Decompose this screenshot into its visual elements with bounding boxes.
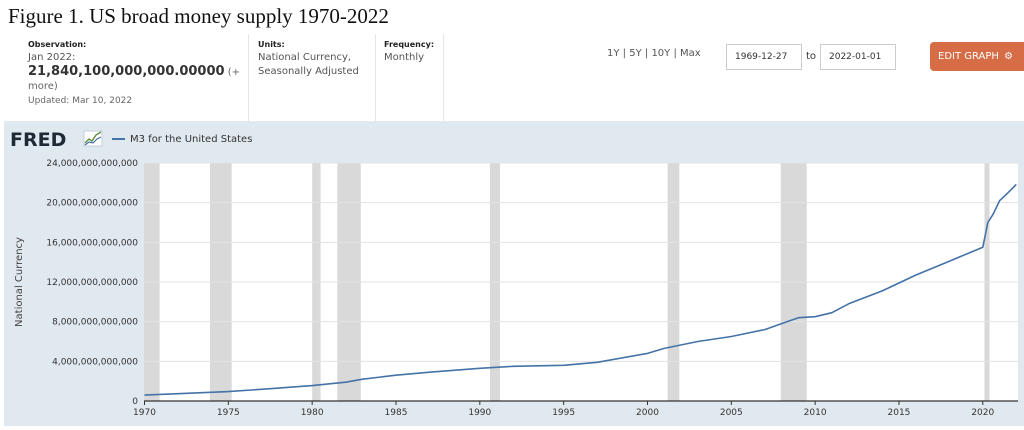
- observation-more-link[interactable]: (+ more): [28, 67, 241, 92]
- y-tick-label: 4,000,000,000,000: [52, 357, 138, 367]
- y-tick-label: 20,000,000,000,000: [46, 199, 138, 209]
- y-axis-title: National Currency: [14, 237, 25, 327]
- x-tick-label: 1970: [133, 408, 156, 418]
- units-value: National Currency, Seasonally Adjusted: [258, 52, 359, 77]
- x-tick-label: 1990: [468, 408, 491, 418]
- series-layer: [144, 183, 1017, 396]
- legend: M3 for the United States: [112, 134, 252, 145]
- y-axis: 0 4,000,000,000,000 8,000,000,000,000 12,00…: [46, 159, 138, 407]
- to-label: to: [806, 51, 817, 62]
- y-tick-label: 8,000,000,000,000: [52, 318, 138, 328]
- frequency-value: Monthly: [384, 52, 425, 63]
- frequency-block: Frequency: Monthly: [384, 40, 444, 65]
- updated-date: Updated: Mar 10, 2022: [28, 96, 133, 106]
- y-tick-label: 24,000,000,000,000: [46, 159, 138, 169]
- x-axis: 1970 1975 1980 1985 1990 1995 2000 2005 2010 2015…: [133, 401, 995, 418]
- units-block: Units: National Currency, Seasonally Adj…: [258, 40, 370, 79]
- x-tick-label: 2010: [804, 408, 827, 418]
- series-info-panel: Observation: Jan 2022: 21,840,100,000,00…: [0, 34, 1024, 121]
- divider: [443, 34, 444, 121]
- x-tick-label: 1980: [301, 408, 324, 418]
- chart-line-icon: [83, 130, 103, 147]
- figure-title: Figure 1. US broad money supply 1970-202…: [8, 4, 389, 28]
- fred-logo-text: FRED: [10, 129, 66, 151]
- units-label: Units:: [258, 40, 285, 49]
- range-selector: 1Y | 5Y | 10Y | Max: [607, 48, 701, 59]
- chart-frame: FRED M3 for the United States 0 4,000,000…: [4, 121, 1024, 426]
- line-chart: FRED M3 for the United States 0 4,000,000…: [10, 129, 1018, 418]
- range-1y[interactable]: 1Y: [607, 48, 620, 59]
- legend-label: M3 for the United States: [130, 134, 252, 145]
- observation-date: Jan 2022:: [28, 52, 76, 63]
- observation-block: Observation: Jan 2022: 21,840,100,000,00…: [28, 40, 243, 106]
- divider: [248, 34, 249, 121]
- divider: [375, 34, 376, 121]
- x-tick-label: 2005: [720, 408, 743, 418]
- observation-label: Observation:: [28, 40, 87, 49]
- range-10y[interactable]: 10Y: [651, 48, 671, 59]
- series-line-m3: [144, 183, 1017, 396]
- edit-graph-label: EDIT GRAPH: [938, 51, 999, 62]
- range-max[interactable]: Max: [680, 48, 701, 59]
- x-tick-label: 2000: [636, 408, 659, 418]
- y-tick-label: 0: [132, 397, 138, 407]
- x-tick-label: 2020: [971, 408, 994, 418]
- y-tick-label: 16,000,000,000,000: [46, 238, 138, 248]
- x-tick-label: 1975: [217, 408, 240, 418]
- y-tick-label: 12,000,000,000,000: [46, 278, 138, 288]
- range-5y[interactable]: 5Y: [629, 48, 642, 59]
- x-tick-label: 1985: [385, 408, 408, 418]
- grid-lines: [144, 162, 1018, 362]
- gear-icon: ⚙: [1004, 51, 1014, 62]
- x-tick-label: 1995: [552, 408, 575, 418]
- edit-graph-button[interactable]: EDIT GRAPH ⚙: [930, 42, 1024, 71]
- x-tick-label: 2015: [888, 408, 911, 418]
- end-date-input[interactable]: 2022-01-01: [820, 44, 896, 70]
- fred-logo: FRED: [10, 129, 103, 151]
- start-date-input[interactable]: 1969-12-27: [726, 44, 802, 70]
- observation-value: 21,840,100,000,000.00000: [28, 64, 225, 79]
- frequency-label: Frequency:: [384, 40, 435, 49]
